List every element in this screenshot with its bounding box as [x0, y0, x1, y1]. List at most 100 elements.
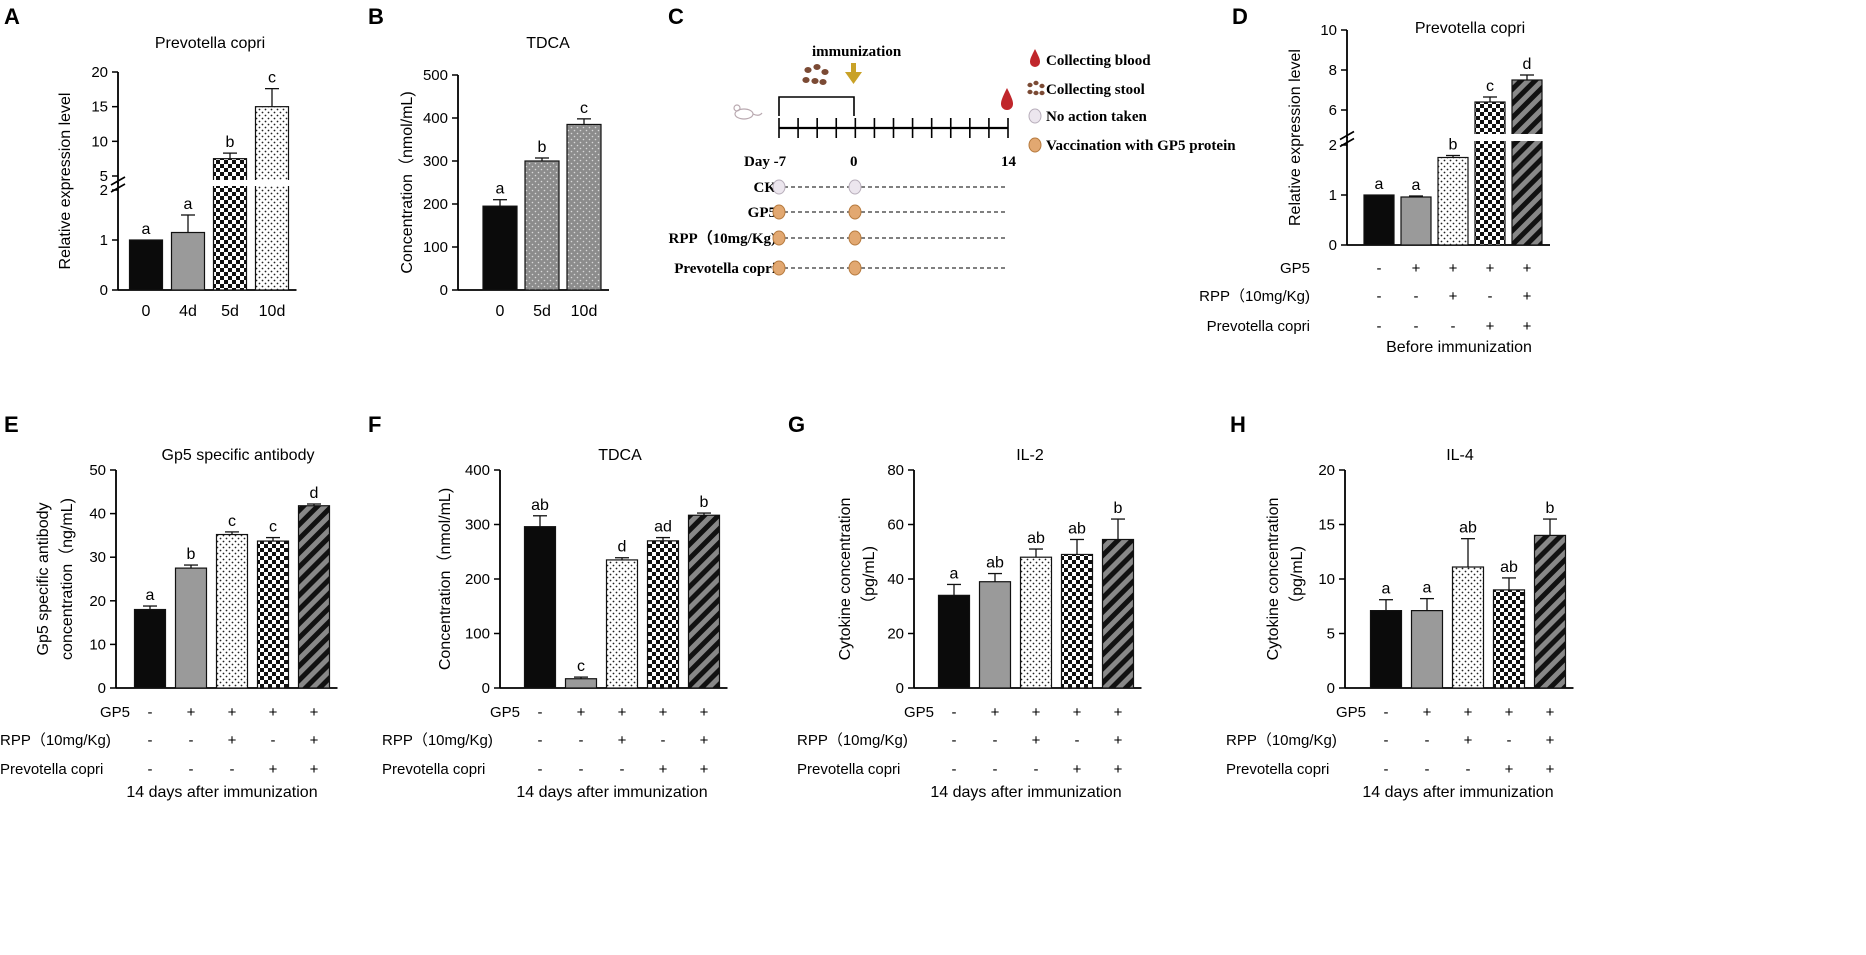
- significance-letter: b: [187, 546, 196, 563]
- significance-letter: ab: [986, 555, 1004, 572]
- y-axis-label: Relative expression level: [57, 93, 74, 270]
- legend-blood-icon: [1030, 49, 1040, 67]
- factor-sign: +: [1546, 761, 1555, 778]
- bar: [1492, 589, 1526, 689]
- axis-break-mark: [1339, 130, 1355, 141]
- factor-sign: +: [659, 761, 668, 778]
- factor-sign: +: [991, 704, 1000, 721]
- arrow-down-icon: [845, 63, 862, 84]
- group-label: Prevotella copri: [674, 261, 776, 277]
- factor-sign: -: [620, 761, 625, 778]
- factor-sign: +: [1423, 704, 1432, 721]
- bar: [1511, 79, 1543, 246]
- significance-letter: a: [950, 565, 959, 582]
- x-tick-label: 5d: [533, 303, 551, 320]
- factor-sign: +: [1073, 704, 1082, 721]
- significance-letter: ab: [1500, 559, 1518, 576]
- x-axis-label: 14 days after immunization: [930, 784, 1121, 801]
- factor-sign: +: [228, 732, 237, 749]
- factor-sign: -: [1034, 761, 1039, 778]
- factor-sign: -: [148, 761, 153, 778]
- y-tick-label: 400: [465, 462, 490, 479]
- group-label: RPP（10mg/Kg): [669, 229, 776, 247]
- factor-sign: +: [659, 704, 668, 721]
- panel-letter-c: C: [668, 4, 684, 29]
- y-tick-label: 80: [887, 462, 904, 479]
- x-axis-label: 14 days after immunization: [126, 784, 317, 801]
- chart-title: Gp5 specific antibody: [162, 447, 315, 464]
- y-tick-label: 10: [89, 636, 106, 653]
- significance-letter: ab: [1027, 530, 1045, 547]
- bar: [174, 567, 208, 689]
- significance-letter: a: [1423, 580, 1432, 597]
- factor-sign: +: [228, 704, 237, 721]
- factor-label: GP5: [1336, 704, 1366, 721]
- factor-sign: +: [1523, 288, 1532, 305]
- factor-sign: -: [189, 761, 194, 778]
- factor-sign: -: [1377, 288, 1382, 305]
- y-tick-label: 1: [1329, 187, 1337, 204]
- legend-filled-circle-icon: [1028, 137, 1042, 153]
- chart-g: IL-2 0 20 40 60 80 Cytokine concentration （pg/m…: [797, 447, 1142, 801]
- factor-sign: +: [700, 704, 709, 721]
- y-tick-label: 1: [100, 232, 108, 249]
- factor-sign: +: [1114, 732, 1123, 749]
- y-axis-label: Concentration（nmol/mL): [436, 488, 454, 670]
- factor-sign: +: [1412, 260, 1421, 277]
- factor-sign: +: [1523, 318, 1532, 335]
- significance-letter: d: [618, 539, 627, 556]
- significance-letter: ab: [1068, 520, 1086, 537]
- factor-sign: +: [618, 704, 627, 721]
- chart-title: Prevotella copri: [155, 35, 265, 52]
- y-tick-label: 200: [423, 196, 448, 213]
- y-axis-label: （pg/mL): [1288, 546, 1306, 612]
- x-axis-label: Before immunization: [1386, 339, 1532, 356]
- y-tick-label: 300: [423, 153, 448, 170]
- factor-label: GP5: [1280, 260, 1310, 277]
- y-tick-label: 200: [465, 571, 490, 588]
- bar: [978, 581, 1012, 689]
- factor-sign: -: [1488, 288, 1493, 305]
- bar: [128, 239, 164, 291]
- factor-sign: -: [579, 761, 584, 778]
- chart-a: Prevotella copri 0 1 25 10 15 20 Relative expre…: [57, 35, 297, 320]
- no-action-circle-icon: [772, 179, 786, 195]
- factor-sign: +: [1505, 761, 1514, 778]
- y-axis-label: Concentration（nmol/mL): [398, 91, 416, 273]
- bar: [646, 540, 680, 689]
- y-tick-label: 0: [482, 680, 490, 697]
- factor-sign: -: [1384, 761, 1389, 778]
- bar: [1474, 101, 1506, 246]
- panel-letter-b: B: [368, 4, 384, 29]
- y-tick-label: 8: [1329, 62, 1337, 79]
- bar: [297, 505, 331, 689]
- y-tick-label: 20: [89, 593, 106, 610]
- factor-sign: +: [1032, 732, 1041, 749]
- legend-empty-circle-icon: [1028, 108, 1042, 124]
- y-tick-label: 20: [91, 64, 108, 81]
- legend-label: No action taken: [1046, 109, 1147, 125]
- chart-title: TDCA: [598, 447, 642, 464]
- significance-letter: b: [1449, 137, 1458, 154]
- factor-label: GP5: [100, 704, 130, 721]
- factor-sign: -: [1414, 318, 1419, 335]
- factor-sign: +: [1073, 761, 1082, 778]
- y-tick-label: 5: [100, 168, 108, 185]
- day-end-label: 14: [1001, 154, 1017, 170]
- significance-letter: a: [1382, 581, 1391, 598]
- x-tick-label: 0: [142, 303, 151, 320]
- panel-letter-h: H: [1230, 412, 1246, 437]
- x-tick-label: 10d: [259, 303, 286, 320]
- y-tick-label: 50: [89, 462, 106, 479]
- factor-sign: +: [1449, 288, 1458, 305]
- x-tick-label: 0: [496, 303, 505, 320]
- bar: [212, 158, 248, 291]
- factor-label: RPP（10mg/Kg): [1199, 288, 1310, 305]
- factor-label: Prevotella copri: [0, 761, 103, 778]
- bar: [1437, 156, 1469, 246]
- factor-sign: -: [538, 761, 543, 778]
- bar: [605, 559, 639, 689]
- factor-sign: -: [1414, 288, 1419, 305]
- factor-sign: -: [1507, 732, 1512, 749]
- vaccination-circle-icon: [848, 204, 862, 220]
